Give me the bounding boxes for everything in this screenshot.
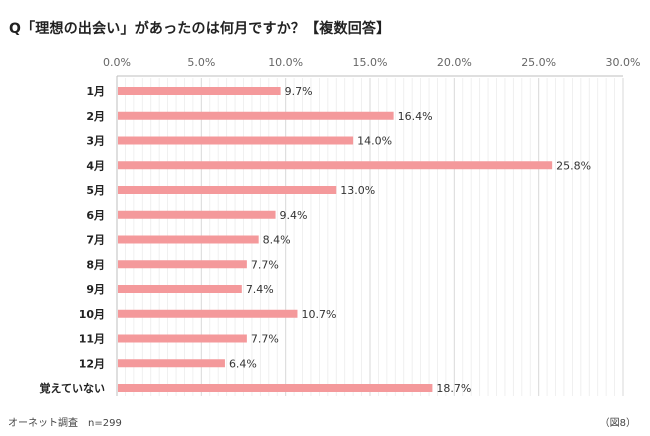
bar	[118, 111, 394, 120]
figure-number: （図8）	[599, 418, 636, 429]
value-label: 7.4%	[246, 283, 274, 296]
bar	[118, 186, 337, 194]
category-label: 9月	[86, 283, 105, 296]
bar	[118, 260, 247, 269]
value-label: 13.0%	[340, 184, 375, 197]
x-tick-label: 25.0%	[521, 56, 556, 69]
value-label: 7.7%	[251, 258, 279, 271]
bar	[118, 136, 354, 145]
category-label: 5月	[86, 184, 105, 197]
category-label: 1月	[86, 85, 105, 98]
value-label: 6.4%	[229, 357, 257, 370]
category-label: 3月	[86, 135, 105, 148]
page-title: Q「理想の出会い」があったのは何月ですか？【複数回答】	[9, 21, 391, 37]
x-tick-label: 20.0%	[437, 56, 472, 69]
bar	[118, 309, 298, 318]
category-label: 2月	[86, 110, 105, 123]
bar	[118, 235, 259, 244]
x-tick-label: 5.0%	[187, 56, 215, 69]
bar	[118, 359, 225, 368]
bar	[118, 161, 553, 170]
category-label: 4月	[86, 159, 105, 172]
category-label: 覚えていない	[39, 381, 105, 395]
value-label: 14.0%	[357, 135, 392, 148]
bar	[118, 87, 281, 95]
value-label: 10.7%	[301, 308, 336, 321]
value-label: 16.4%	[398, 110, 433, 123]
bar	[118, 384, 433, 392]
x-tick-label: 15.0%	[353, 56, 388, 69]
category-label: 10月	[79, 308, 105, 321]
x-tick-label: 0.0%	[103, 56, 131, 69]
value-label: 18.7%	[436, 382, 471, 395]
value-label: 8.4%	[263, 234, 291, 247]
value-label: 7.7%	[251, 333, 279, 346]
category-label: 7月	[86, 234, 105, 247]
footer-source-note: オーネット調査 n=299	[8, 418, 122, 429]
category-label: 6月	[86, 209, 105, 222]
category-label: 8月	[86, 258, 105, 271]
bar	[118, 285, 242, 293]
value-label: 9.7%	[285, 85, 313, 98]
category-label: 12月	[79, 357, 105, 370]
x-tick-label: 10.0%	[268, 56, 303, 69]
bar	[118, 210, 276, 219]
x-tick-label: 30.0%	[606, 56, 641, 69]
bar	[118, 334, 247, 343]
value-label: 25.8%	[556, 159, 591, 172]
value-label: 9.4%	[280, 209, 308, 222]
category-label: 11月	[79, 333, 105, 346]
